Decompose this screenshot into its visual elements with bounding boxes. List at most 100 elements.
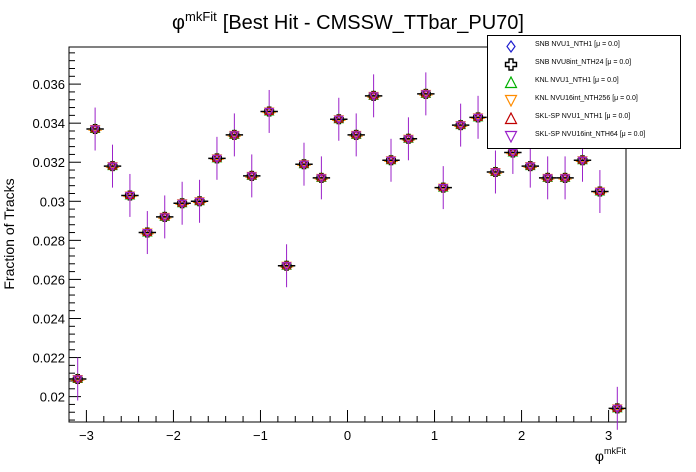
triangle-up-marker-2 (264, 105, 275, 115)
triangle-down-marker-2 (612, 404, 623, 415)
data-point (556, 156, 574, 200)
triangle-up-marker-2 (525, 160, 536, 170)
triangle-up-marker-2 (420, 88, 431, 98)
legend-label: KNL NVU1_NTH1 (535, 77, 592, 84)
data-point (295, 142, 313, 186)
chart-title: φmkFit [Best Hit - CMSSW_TTbar_PU70] (172, 9, 524, 34)
data-point (364, 74, 383, 118)
triangle-up-marker-2 (560, 172, 570, 182)
x-tick-label: 2 (518, 428, 525, 443)
triangle-down-marker-2 (473, 113, 484, 124)
data-point (243, 154, 261, 198)
legend-entry-skl-nvu16int: SKL-SP NVU16int_NTH64 [μ = 0.0] (488, 128, 680, 145)
legend-entry-knl-nvu1: KNL NVU1_NTH1 [μ = 0.0] (488, 74, 680, 91)
data-point (121, 173, 139, 217)
data-point (347, 113, 365, 157)
data-point (173, 181, 191, 225)
triangle-up-marker-2 (508, 146, 518, 156)
triangle-up-marker-2 (351, 129, 362, 139)
triangle-down-marker-2 (403, 135, 414, 145)
legend-entry-snb-nvu1: SNB NVU1_NTH1 [μ = 0.0] (488, 38, 680, 55)
triangle-up-marker-2 (438, 182, 449, 192)
data-point (538, 156, 557, 200)
y-tick-label: 0.028 (32, 233, 65, 248)
y-axis: 0.02 0.022 0.024 0.026 0.028 0.03 0.032 0.034 0.… (32, 52, 81, 421)
legend-mu: [μ = 0.0] (594, 41, 620, 48)
data-point (225, 113, 244, 157)
triangle-down-marker-2 (525, 162, 536, 172)
triangle-down-marker-2 (211, 154, 222, 165)
triangle-down-marker-2 (542, 174, 553, 184)
y-tick-label: 0.02 (40, 390, 65, 405)
legend-triangle-down-marker-icon (504, 94, 518, 107)
triangle-down-marker-2 (107, 162, 118, 172)
triangle-down-marker-2 (420, 90, 431, 100)
legend-entry-knl-nvu16int: KNL NVU16int_NTH256 [μ = 0.0] (488, 92, 680, 109)
triangle-down-marker-2 (159, 213, 170, 223)
triangle-down-marker-2 (229, 131, 240, 141)
data-point (312, 156, 331, 200)
x-axis: −3 −2 −1 0 1 2 3 (68, 410, 627, 443)
triangle-down-marker-2 (386, 156, 397, 167)
x-tick-label: −1 (253, 428, 268, 443)
x-axis-symbol: φ (595, 448, 604, 464)
triangle-down-marker-2 (560, 174, 571, 184)
data-point (591, 170, 609, 214)
triangle-down-marker-2 (594, 187, 605, 198)
x-tick-label: −3 (79, 428, 94, 443)
triangle-up-marker-2 (542, 172, 553, 182)
legend-mu: [μ = 0.0] (593, 77, 619, 84)
triangle-down-marker-2 (124, 191, 135, 202)
triangle-up-marker-2 (473, 111, 483, 121)
triangle-up-marker-2 (333, 113, 344, 123)
triangle-down-marker-2 (194, 197, 205, 208)
triangle-up-marker-2 (595, 185, 605, 196)
y-tick-label: 0.026 (32, 272, 65, 287)
data-point (486, 150, 505, 194)
triangle-down-marker-2 (333, 115, 344, 126)
triangle-up-marker-2 (612, 402, 623, 412)
data-point (399, 117, 418, 161)
legend-triangle-down-marker-icon (504, 130, 518, 143)
data-point (190, 179, 209, 223)
legend-mu: [μ = 0.0] (619, 131, 646, 138)
triangle-down-marker-2 (316, 174, 327, 184)
triangle-up-marker-2 (212, 152, 222, 162)
triangle-down-marker-2 (298, 160, 309, 170)
data-point (277, 244, 296, 288)
y-tick-label: 0.036 (32, 77, 65, 92)
data-point (103, 144, 122, 188)
triangle-down-marker-2 (90, 125, 101, 135)
legend-mu: [μ = 0.0] (604, 113, 631, 120)
triangle-up-marker-2 (246, 170, 257, 180)
x-axis-label: φmkFit (595, 446, 627, 464)
legend-diamond-marker-icon (506, 40, 516, 53)
data-point (260, 89, 278, 133)
triangle-down-marker-2 (455, 121, 466, 131)
triangle-down-marker-2 (438, 184, 449, 194)
data-point (608, 386, 626, 430)
triangle-down-marker-2 (281, 262, 292, 272)
data-point (382, 138, 400, 182)
data-point (521, 144, 539, 188)
legend-entry-skl-nvu1: SKL-SP NVU1_NTH1 [μ = 0.0] (488, 110, 680, 127)
legend-mu: [μ = 0.0] (605, 59, 632, 66)
y-axis-label: Fraction of Tracks (1, 178, 17, 289)
data-point (69, 357, 87, 401)
triangle-down-marker-2 (142, 228, 153, 239)
triangle-up-marker-2 (368, 90, 379, 100)
data-point (434, 166, 452, 210)
data-point (451, 103, 470, 147)
triangle-up-marker-2 (299, 158, 309, 168)
triangle-down-marker-2 (264, 107, 275, 118)
triangle-up-marker-2 (229, 129, 240, 139)
triangle-up-marker-2 (159, 211, 170, 221)
x-tick-label: 0 (344, 428, 351, 443)
title-symbol: φ (172, 12, 185, 34)
triangle-down-marker-2 (246, 172, 257, 182)
data-point (330, 97, 348, 141)
x-tick-label: 1 (431, 428, 438, 443)
triangle-up-marker-2 (455, 119, 466, 129)
title-text: [Best Hit - CMSSW_TTbar_PU70] (223, 12, 524, 34)
